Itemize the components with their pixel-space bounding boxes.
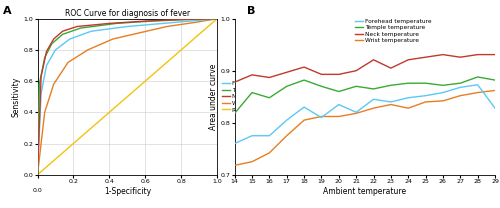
X-axis label: 1-Specificity: 1-Specificity [104, 187, 151, 196]
X-axis label: Ambient temperature: Ambient temperature [324, 187, 406, 196]
Y-axis label: Sensitivity: Sensitivity [12, 77, 20, 117]
Y-axis label: Area under curve: Area under curve [209, 63, 218, 130]
Legend: Forehead temperature, Temple temperature, Neck temperature, Wrist temperature, R: Forehead temperature, Temple temperature… [222, 81, 298, 113]
Legend: Forehead temperature, Temple temperature, Neck temperature, Wrist temperature: Forehead temperature, Temple temperature… [354, 19, 432, 43]
Text: 0.0: 0.0 [32, 188, 42, 193]
Text: B: B [248, 6, 256, 16]
Text: A: A [2, 6, 11, 16]
Title: ROC Curve for diagnosis of fever: ROC Curve for diagnosis of fever [64, 9, 190, 18]
